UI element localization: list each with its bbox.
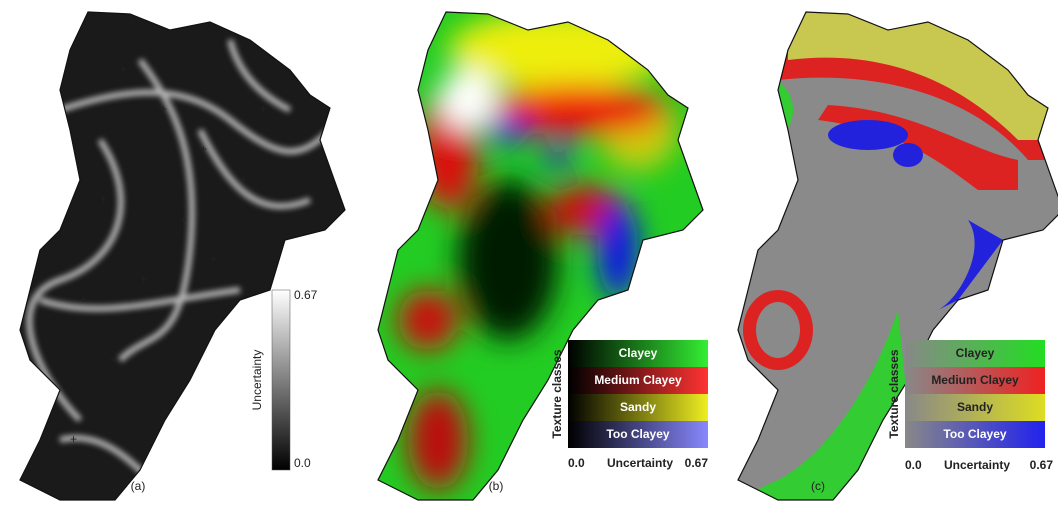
class-label: Clayey bbox=[956, 346, 995, 360]
class-label: Sandy bbox=[957, 400, 993, 414]
class-label: Medium Clayey bbox=[594, 373, 682, 387]
axis-max: 0.67 bbox=[685, 456, 709, 470]
legend-max: 0.67 bbox=[294, 288, 318, 302]
axis-title: Uncertainty bbox=[607, 456, 673, 470]
svg-text:+: + bbox=[160, 102, 167, 116]
class-label: Clayey bbox=[619, 346, 658, 360]
svg-text:+: + bbox=[260, 102, 267, 116]
svg-text:+: + bbox=[210, 252, 217, 266]
svg-text:+: + bbox=[70, 432, 77, 446]
figure: + + + + + + + + + + + + 0.67 0.0 Uncertainty (a) Cl… bbox=[0, 0, 1058, 507]
color-bar bbox=[272, 290, 290, 470]
svg-text:+: + bbox=[180, 212, 187, 226]
axis-min: 0.0 bbox=[905, 458, 922, 472]
map-b: Clayey Medium Clayey Sandy Too Clayey Te… bbox=[358, 0, 718, 507]
panel-label: (b) bbox=[489, 479, 504, 493]
class-label: Sandy bbox=[620, 400, 656, 414]
legend-title: Texture classes bbox=[550, 349, 564, 438]
class-label: Too Clayey bbox=[606, 427, 669, 441]
svg-text:+: + bbox=[110, 352, 117, 366]
svg-text:+: + bbox=[100, 192, 107, 206]
legend-c: Clayey Medium Clayey Sandy Too Clayey Te… bbox=[887, 340, 1053, 472]
panel-label: (c) bbox=[811, 479, 825, 493]
class-label: Too Clayey bbox=[943, 427, 1006, 441]
axis-max: 0.67 bbox=[1030, 458, 1054, 472]
legend-min: 0.0 bbox=[294, 456, 311, 470]
map-c: Clayey Medium Clayey Sandy Too Clayey Te… bbox=[718, 0, 1058, 507]
svg-text:+: + bbox=[120, 62, 127, 76]
svg-text:+: + bbox=[200, 142, 207, 156]
map-a: + + + + + + + + + + + + 0.67 0.0 Uncertainty (a) bbox=[0, 0, 360, 507]
svg-text:+: + bbox=[240, 172, 247, 186]
legend-b: Clayey Medium Clayey Sandy Too Clayey Te… bbox=[550, 340, 708, 470]
axis-title: Uncertainty bbox=[944, 458, 1010, 472]
legend-title: Texture classes bbox=[887, 349, 901, 438]
panel-label: (a) bbox=[131, 479, 146, 493]
axis-min: 0.0 bbox=[568, 456, 585, 470]
svg-text:+: + bbox=[80, 292, 87, 306]
svg-text:+: + bbox=[140, 272, 147, 286]
legend-title: Uncertainty bbox=[250, 350, 264, 411]
class-label: Medium Clayey bbox=[931, 373, 1019, 387]
